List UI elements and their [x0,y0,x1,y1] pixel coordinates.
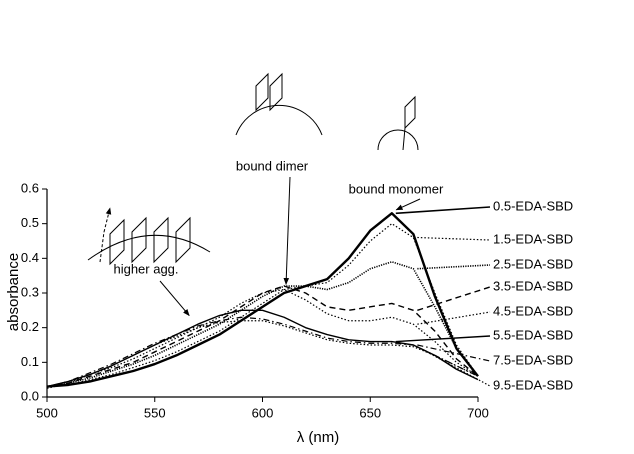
leader-line [395,335,491,343]
annotation: bound monomer [349,181,444,196]
x-axis-label: λ (nm) [297,429,340,446]
y-tick-label: 0.3 [21,284,39,299]
y-tick-label: 0.5 [21,215,39,230]
annotation: higher agg. [113,261,178,276]
series-line [46,212,479,388]
leader-line [417,311,491,325]
annotation: bound dimer [236,158,309,173]
annotation-arrow [159,280,190,317]
monomer-icon [377,95,419,151]
x-tick-label: 650 [359,405,381,420]
leader-line [417,236,491,241]
series-label: 3.5-EDA-SBD [493,278,573,293]
y-tick-label: 0.2 [21,319,39,334]
series-label: 5.5-EDA-SBD [493,327,573,342]
series-line [46,261,479,388]
series-line [46,320,479,389]
series-line [46,288,479,388]
series-label: 0.5-EDA-SBD [493,198,573,213]
series-line [46,285,479,388]
annotation-arrow [283,176,291,286]
leader-line [417,264,491,270]
series-line [46,316,479,388]
leader-line [417,286,491,311]
x-tick-label: 700 [467,405,489,420]
y-tick-label: 0.4 [21,250,39,265]
leader-line [417,344,491,362]
series-line [46,223,479,388]
y-tick-label: 0.1 [21,354,39,369]
leader-line [395,206,491,215]
series-line [46,309,479,388]
series-label: 9.5-EDA-SBD [493,377,573,392]
dimer-icon [235,72,323,136]
x-tick-label: 600 [252,405,274,420]
series-label: 1.5-EDA-SBD [493,231,573,246]
series-label: 2.5-EDA-SBD [493,256,573,271]
series-label: 4.5-EDA-SBD [493,303,573,318]
annotation-arrow [395,198,421,211]
y-tick-label: 0.0 [21,388,39,403]
x-tick-label: 500 [36,405,58,420]
series-label: 7.5-EDA-SBD [493,352,573,367]
y-axis-label: absorbance [5,253,22,331]
y-tick-label: 0.6 [21,180,39,195]
x-tick-label: 550 [144,405,166,420]
aggregate-icon [87,207,211,266]
